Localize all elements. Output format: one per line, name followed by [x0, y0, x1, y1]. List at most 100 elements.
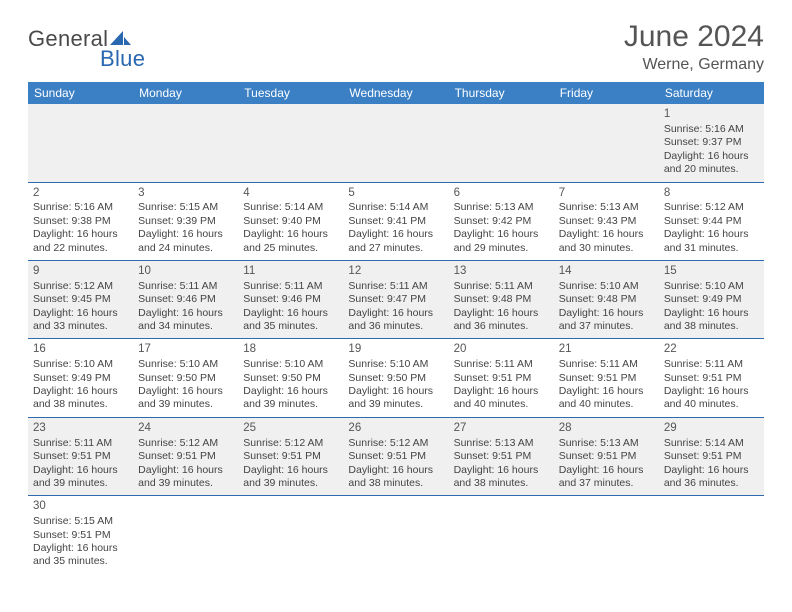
- month-title: June 2024: [624, 20, 764, 54]
- daylight-text: Daylight: 16 hours and 35 minutes.: [33, 542, 128, 569]
- brand-part2: Blue: [100, 46, 145, 71]
- day-number: 2: [33, 186, 128, 201]
- sunrise-text: Sunrise: 5:11 AM: [559, 358, 654, 371]
- day-number: 8: [664, 186, 759, 201]
- daylight-text: Daylight: 16 hours and 35 minutes.: [243, 307, 338, 334]
- calendar-day-cell: 10Sunrise: 5:11 AMSunset: 9:46 PMDayligh…: [133, 260, 238, 338]
- day-number: 26: [348, 421, 443, 436]
- daylight-text: Daylight: 16 hours and 36 minutes.: [348, 307, 443, 334]
- daylight-text: Daylight: 16 hours and 38 minutes.: [454, 464, 549, 491]
- sunset-text: Sunset: 9:49 PM: [664, 293, 759, 306]
- day-number: 16: [33, 342, 128, 357]
- sunrise-text: Sunrise: 5:13 AM: [454, 437, 549, 450]
- daylight-text: Daylight: 16 hours and 25 minutes.: [243, 228, 338, 255]
- weekday-header: Sunday: [28, 82, 133, 104]
- sunset-text: Sunset: 9:51 PM: [559, 372, 654, 385]
- title-block: June 2024 Werne, Germany: [624, 20, 764, 74]
- sunset-text: Sunset: 9:51 PM: [664, 450, 759, 463]
- daylight-text: Daylight: 16 hours and 27 minutes.: [348, 228, 443, 255]
- sunset-text: Sunset: 9:42 PM: [454, 215, 549, 228]
- weekday-header: Monday: [133, 82, 238, 104]
- daylight-text: Daylight: 16 hours and 40 minutes.: [664, 385, 759, 412]
- sunrise-text: Sunrise: 5:12 AM: [138, 437, 233, 450]
- sunrise-text: Sunrise: 5:14 AM: [348, 201, 443, 214]
- daylight-text: Daylight: 16 hours and 40 minutes.: [559, 385, 654, 412]
- calendar-header-row: SundayMondayTuesdayWednesdayThursdayFrid…: [28, 82, 764, 104]
- calendar-day-cell: 30Sunrise: 5:15 AMSunset: 9:51 PMDayligh…: [28, 496, 133, 574]
- sunset-text: Sunset: 9:46 PM: [138, 293, 233, 306]
- calendar-day-cell: 28Sunrise: 5:13 AMSunset: 9:51 PMDayligh…: [554, 417, 659, 495]
- day-number: 13: [454, 264, 549, 279]
- sunrise-text: Sunrise: 5:11 AM: [454, 280, 549, 293]
- sunrise-text: Sunrise: 5:11 AM: [138, 280, 233, 293]
- weekday-header: Thursday: [449, 82, 554, 104]
- calendar-day-cell: 2Sunrise: 5:16 AMSunset: 9:38 PMDaylight…: [28, 182, 133, 260]
- calendar-day-cell: 16Sunrise: 5:10 AMSunset: 9:49 PMDayligh…: [28, 339, 133, 417]
- calendar-day-cell: 20Sunrise: 5:11 AMSunset: 9:51 PMDayligh…: [449, 339, 554, 417]
- sunrise-text: Sunrise: 5:11 AM: [454, 358, 549, 371]
- sunrise-text: Sunrise: 5:15 AM: [33, 515, 128, 528]
- day-number: 15: [664, 264, 759, 279]
- weekday-header: Saturday: [659, 82, 764, 104]
- sunrise-text: Sunrise: 5:10 AM: [33, 358, 128, 371]
- calendar-empty-cell: [343, 104, 448, 182]
- sunrise-text: Sunrise: 5:14 AM: [664, 437, 759, 450]
- calendar-day-cell: 4Sunrise: 5:14 AMSunset: 9:40 PMDaylight…: [238, 182, 343, 260]
- sunrise-text: Sunrise: 5:11 AM: [348, 280, 443, 293]
- day-number: 27: [454, 421, 549, 436]
- day-number: 5: [348, 186, 443, 201]
- calendar-day-cell: 3Sunrise: 5:15 AMSunset: 9:39 PMDaylight…: [133, 182, 238, 260]
- sunset-text: Sunset: 9:51 PM: [559, 450, 654, 463]
- day-number: 7: [559, 186, 654, 201]
- day-number: 22: [664, 342, 759, 357]
- daylight-text: Daylight: 16 hours and 30 minutes.: [559, 228, 654, 255]
- day-number: 25: [243, 421, 338, 436]
- sunset-text: Sunset: 9:43 PM: [559, 215, 654, 228]
- location: Werne, Germany: [624, 56, 764, 74]
- sunset-text: Sunset: 9:47 PM: [348, 293, 443, 306]
- day-number: 24: [138, 421, 233, 436]
- calendar-day-cell: 9Sunrise: 5:12 AMSunset: 9:45 PMDaylight…: [28, 260, 133, 338]
- day-number: 17: [138, 342, 233, 357]
- sunrise-text: Sunrise: 5:12 AM: [348, 437, 443, 450]
- calendar-day-cell: 19Sunrise: 5:10 AMSunset: 9:50 PMDayligh…: [343, 339, 448, 417]
- sunrise-text: Sunrise: 5:16 AM: [664, 123, 759, 136]
- day-number: 18: [243, 342, 338, 357]
- sunset-text: Sunset: 9:50 PM: [138, 372, 233, 385]
- day-number: 23: [33, 421, 128, 436]
- daylight-text: Daylight: 16 hours and 37 minutes.: [559, 464, 654, 491]
- day-number: 30: [33, 499, 128, 514]
- daylight-text: Daylight: 16 hours and 39 minutes.: [348, 385, 443, 412]
- sunrise-text: Sunrise: 5:12 AM: [243, 437, 338, 450]
- calendar-table: SundayMondayTuesdayWednesdayThursdayFrid…: [28, 82, 764, 574]
- calendar-day-cell: 23Sunrise: 5:11 AMSunset: 9:51 PMDayligh…: [28, 417, 133, 495]
- calendar-day-cell: 6Sunrise: 5:13 AMSunset: 9:42 PMDaylight…: [449, 182, 554, 260]
- sunset-text: Sunset: 9:51 PM: [664, 372, 759, 385]
- calendar-day-cell: 18Sunrise: 5:10 AMSunset: 9:50 PMDayligh…: [238, 339, 343, 417]
- calendar-day-cell: 7Sunrise: 5:13 AMSunset: 9:43 PMDaylight…: [554, 182, 659, 260]
- calendar-day-cell: 22Sunrise: 5:11 AMSunset: 9:51 PMDayligh…: [659, 339, 764, 417]
- day-number: 11: [243, 264, 338, 279]
- calendar-empty-cell: [238, 104, 343, 182]
- daylight-text: Daylight: 16 hours and 39 minutes.: [138, 464, 233, 491]
- calendar-empty-cell: [238, 496, 343, 574]
- daylight-text: Daylight: 16 hours and 36 minutes.: [454, 307, 549, 334]
- calendar-day-cell: 24Sunrise: 5:12 AMSunset: 9:51 PMDayligh…: [133, 417, 238, 495]
- sunset-text: Sunset: 9:48 PM: [559, 293, 654, 306]
- daylight-text: Daylight: 16 hours and 38 minutes.: [348, 464, 443, 491]
- calendar-day-cell: 26Sunrise: 5:12 AMSunset: 9:51 PMDayligh…: [343, 417, 448, 495]
- sunset-text: Sunset: 9:51 PM: [33, 450, 128, 463]
- calendar-body: 1Sunrise: 5:16 AMSunset: 9:37 PMDaylight…: [28, 104, 764, 574]
- daylight-text: Daylight: 16 hours and 36 minutes.: [664, 464, 759, 491]
- day-number: 19: [348, 342, 443, 357]
- sunrise-text: Sunrise: 5:10 AM: [243, 358, 338, 371]
- sunrise-text: Sunrise: 5:14 AM: [243, 201, 338, 214]
- calendar-day-cell: 1Sunrise: 5:16 AMSunset: 9:37 PMDaylight…: [659, 104, 764, 182]
- brand-part2-wrap: Blue: [28, 46, 145, 72]
- sunset-text: Sunset: 9:50 PM: [243, 372, 338, 385]
- sunset-text: Sunset: 9:40 PM: [243, 215, 338, 228]
- sunrise-text: Sunrise: 5:11 AM: [33, 437, 128, 450]
- day-number: 3: [138, 186, 233, 201]
- day-number: 1: [664, 107, 759, 122]
- sunset-text: Sunset: 9:48 PM: [454, 293, 549, 306]
